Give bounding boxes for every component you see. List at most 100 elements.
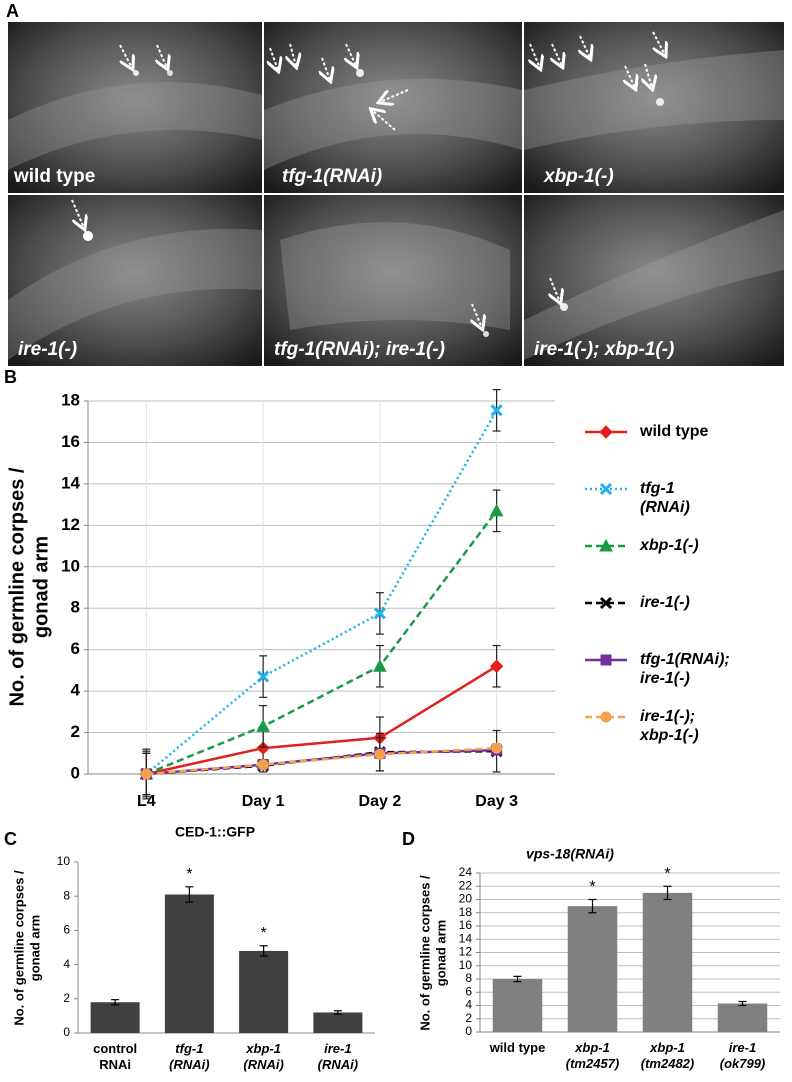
- x-tick-label: Day 1: [242, 793, 285, 810]
- x-tick-label: ire-1 (ok799): [719, 1040, 766, 1071]
- x-tick-label: wild type: [489, 1040, 546, 1055]
- y-axis-label: No. of germline corpses /: [417, 875, 432, 1031]
- significance-label: *: [261, 925, 267, 942]
- worm-body: [8, 228, 262, 360]
- worm-body: [524, 210, 784, 360]
- marker: [489, 659, 504, 673]
- y-tick-label: 10: [459, 958, 473, 972]
- legend-label: ire-1(-): [640, 594, 690, 611]
- y-tick-label: 4: [63, 957, 70, 971]
- x-tick-label: xbp-1 (tm2457): [565, 1040, 620, 1071]
- worm-body: [8, 82, 262, 170]
- marker: [373, 607, 386, 620]
- y-tick-label: 0: [63, 1025, 70, 1039]
- series-line: [145, 510, 498, 776]
- series-line: [146, 665, 498, 776]
- legend-label: tfg-1(RNAi); ire-1(-): [640, 651, 730, 688]
- marker: [599, 596, 613, 610]
- worm-body: [524, 50, 784, 150]
- y-tick-label: 16: [459, 918, 473, 932]
- y-axis-label: gonad arm: [27, 915, 42, 981]
- y-axis-label: gonad arm: [433, 920, 448, 986]
- y-tick-label: 18: [61, 390, 80, 409]
- y-tick-label: 6: [465, 984, 472, 998]
- marker: [257, 759, 269, 771]
- micrographs: wild type tfg-1(RNAi) xbp-1(-) ire-1(-) …: [8, 22, 784, 366]
- marker: [599, 482, 613, 496]
- y-tick-label: 16: [61, 432, 80, 451]
- bar: [164, 894, 214, 1033]
- image-label: tfg-1(RNAi): [282, 166, 382, 187]
- bar: [90, 1002, 140, 1033]
- x-tick-label: Day 2: [359, 793, 402, 810]
- micrograph: [524, 195, 784, 366]
- bar: [239, 950, 289, 1033]
- marker: [490, 404, 503, 417]
- error-bar: [259, 945, 268, 957]
- y-tick-label: 12: [61, 515, 80, 534]
- y-tick-label: 4: [71, 681, 81, 700]
- x-tick-label: Day 3: [475, 793, 518, 810]
- series-line: [145, 409, 498, 775]
- bar: [642, 892, 693, 1032]
- series-line: [146, 746, 497, 776]
- y-tick-label: 14: [459, 931, 473, 945]
- y-tick-label: 8: [465, 971, 472, 985]
- marker: [257, 670, 270, 683]
- bar: [717, 1003, 768, 1032]
- image-label: ire-1(-): [18, 339, 77, 360]
- chart-title: CED-1::GFP: [175, 824, 255, 840]
- image-label: wild type: [13, 166, 95, 187]
- x-tick-label: xbp-1 (RNAi): [243, 1041, 284, 1072]
- y-tick-label: 0: [465, 1024, 472, 1038]
- micrograph: [264, 195, 522, 366]
- worm-body: [264, 78, 522, 170]
- y-axis-label: No. of germline corpses /: [6, 467, 28, 706]
- significance-label: *: [186, 866, 192, 883]
- arrows: [71, 31, 665, 328]
- y-tick-label: 10: [61, 556, 80, 575]
- panel-label: D: [402, 829, 415, 849]
- worm-body: [280, 222, 510, 330]
- legend-label: wild type: [640, 423, 709, 440]
- y-axis-label: No. of germline corpses /: [11, 870, 26, 1026]
- marker: [599, 425, 613, 439]
- error-bar: [111, 999, 120, 1006]
- y-tick-label: 8: [71, 598, 80, 617]
- y-tick-label: 2: [465, 1011, 472, 1025]
- image-label: xbp-1(-): [543, 166, 614, 187]
- error-bar: [333, 1010, 342, 1015]
- y-tick-label: 4: [465, 998, 472, 1012]
- micrograph: [264, 22, 522, 193]
- micrograph: [8, 22, 262, 193]
- marker: [600, 711, 612, 723]
- marker: [600, 654, 612, 666]
- y-tick-label: 10: [57, 854, 71, 868]
- y-axis-label: gonad arm: [30, 536, 52, 638]
- y-tick-label: 6: [71, 639, 80, 658]
- marker: [140, 768, 152, 780]
- y-tick-label: 8: [63, 888, 70, 902]
- y-tick-label: 12: [459, 945, 473, 959]
- marker: [374, 748, 386, 760]
- marker: [256, 719, 270, 732]
- image-label: ire-1(-); xbp-1(-): [534, 339, 674, 360]
- marker: [256, 741, 270, 755]
- error-bar: [588, 898, 597, 914]
- x-tick-label: ire-1 (RNAi): [317, 1041, 359, 1072]
- panel-label: B: [4, 367, 17, 387]
- panel-label: A: [6, 1, 19, 21]
- y-tick-label: 20: [459, 892, 473, 906]
- significance-label: *: [589, 879, 595, 896]
- marker: [489, 503, 504, 517]
- chart-title: vps-18(RNAi): [526, 846, 614, 862]
- marker: [599, 538, 613, 552]
- micrograph: [8, 195, 262, 366]
- significance-label: *: [664, 865, 670, 882]
- bar: [313, 1012, 363, 1033]
- error-bar: [185, 886, 194, 903]
- bar: [567, 906, 618, 1032]
- marker: [373, 659, 387, 672]
